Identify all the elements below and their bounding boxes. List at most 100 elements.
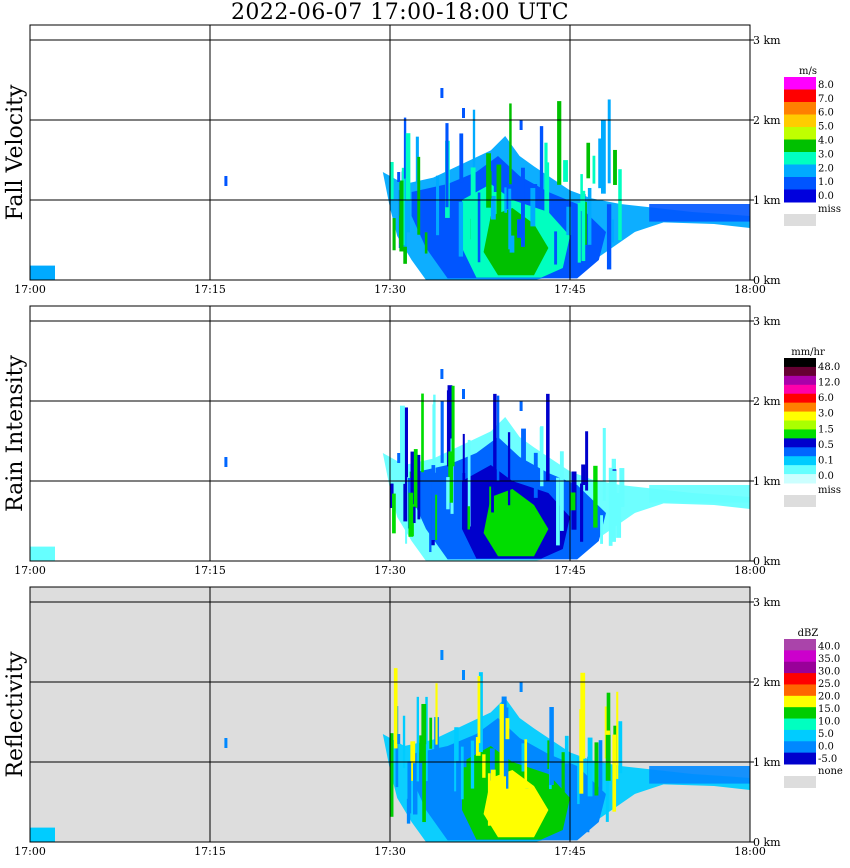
echo-streak: [607, 99, 611, 184]
echo-speck: [224, 176, 228, 186]
echo-streak: [505, 718, 510, 740]
echo-streak: [422, 741, 426, 823]
echo-streak: [416, 696, 419, 782]
echo-speck: [397, 172, 401, 182]
echo-streak: [458, 201, 464, 257]
echo-streak: [506, 168, 510, 210]
echo-streak: [475, 737, 481, 756]
legend-missing-swatch: [784, 776, 816, 788]
echo-speck: [440, 88, 444, 98]
echo-streak: [446, 390, 450, 467]
echo-streak: [612, 470, 617, 518]
echo-streak: [454, 740, 457, 792]
echo-streak: [619, 468, 625, 507]
echo-streak: [549, 707, 554, 785]
legend-swatch: [784, 139, 816, 153]
y-axis-label: Rain Intensity: [3, 354, 28, 511]
y-tick-label: 0 km: [753, 836, 781, 849]
legend-swatch: [784, 673, 816, 685]
echo-speck: [462, 389, 465, 399]
echo-streak: [608, 467, 613, 546]
echo-streak: [448, 451, 454, 503]
y-tick-label: 3 km: [753, 315, 781, 328]
echo-streak: [433, 394, 436, 473]
echo-streak: [435, 683, 438, 745]
echo-streak: [509, 235, 515, 253]
echo-streak: [556, 477, 560, 546]
echo-streak: [477, 676, 481, 744]
echo-streak: [445, 123, 449, 208]
echo-streak: [616, 493, 622, 538]
legend-swatch: [784, 89, 816, 103]
legend-swatch: [784, 393, 816, 404]
echo-streak: [496, 164, 502, 237]
echo-streak: [496, 395, 500, 482]
echo-trail: [649, 485, 750, 503]
echo-streak: [606, 692, 611, 768]
y-axis-label: Fall Velocity: [3, 84, 28, 220]
echo-streak: [413, 449, 418, 508]
legend-label: 4.0: [818, 136, 834, 147]
echo-streak: [488, 171, 492, 199]
legend-missing-swatch: [784, 495, 816, 507]
echo-field: [30, 369, 750, 561]
legend-label: 35.0: [818, 654, 840, 665]
echo-streak: [509, 103, 512, 185]
legend-swatch: [784, 77, 816, 90]
echo-streak: [594, 742, 599, 796]
y-axis-label: Reflectivity: [3, 651, 28, 778]
echo-streak: [507, 798, 512, 831]
legend-label: 0.5: [818, 440, 834, 451]
echo-field: [30, 88, 750, 280]
echo-streak: [506, 707, 509, 789]
echo-streak: [521, 743, 527, 772]
legend-label: 0.0: [818, 471, 834, 482]
legend-swatch: [784, 741, 816, 754]
legend-label: 0.0: [818, 741, 834, 752]
panel-3: 17:00 17:15 17:30 17:45 18:000 km 1 km 2 km 3 k…: [3, 586, 843, 858]
echo-streak: [577, 202, 581, 263]
x-tick-label: 17:00: [14, 564, 46, 577]
legend-swatch: [784, 402, 816, 413]
legend-label: 5.0: [818, 122, 834, 133]
legend-label: 10.0: [818, 716, 840, 727]
legend-missing-label: miss: [818, 204, 841, 215]
echo-streak: [580, 483, 584, 542]
echo-streak: [577, 756, 580, 805]
echo-streak: [487, 773, 491, 826]
echo-streak: [399, 180, 404, 252]
legend-label: 7.0: [818, 94, 834, 105]
echo-streak: [462, 433, 465, 504]
legend-swatch: [784, 358, 816, 368]
echo-trail: [649, 204, 750, 222]
echo-streak: [447, 385, 453, 459]
legend-label: 1.5: [818, 424, 834, 435]
legend-swatch: [784, 438, 816, 448]
legend: m/s8.0 7.0 6.0 5.0 4.0 3.0 2.0 1.0 0.0 miss: [784, 66, 841, 226]
echo-streak: [616, 691, 619, 779]
legend-swatch: [784, 650, 816, 663]
y-tick-label: 3 km: [753, 596, 781, 609]
echo-streak: [425, 696, 428, 782]
echo-streak: [539, 427, 544, 460]
plot-frame: [29, 586, 751, 843]
echo-streak: [517, 219, 522, 238]
echo-streak: [605, 734, 611, 781]
echo-peak: [483, 489, 549, 557]
echo-streak: [563, 160, 568, 182]
x-tick-label: 17:30: [374, 283, 406, 296]
echo-fringe: [30, 827, 55, 842]
chart-title: 2022-06-07 17:00-18:00 UTC: [230, 0, 570, 25]
echo-streak: [559, 451, 564, 531]
x-tick-label: 18:00: [734, 283, 766, 296]
y-tick-label: 1 km: [753, 194, 781, 207]
legend-swatch: [784, 661, 816, 674]
echo-streak: [421, 393, 424, 473]
echo-streak: [561, 752, 565, 799]
echo-streak: [544, 142, 548, 216]
echo-streak: [592, 155, 596, 184]
echo-streak: [472, 109, 476, 185]
echo-streak: [602, 427, 606, 501]
echo-streak: [533, 452, 538, 498]
